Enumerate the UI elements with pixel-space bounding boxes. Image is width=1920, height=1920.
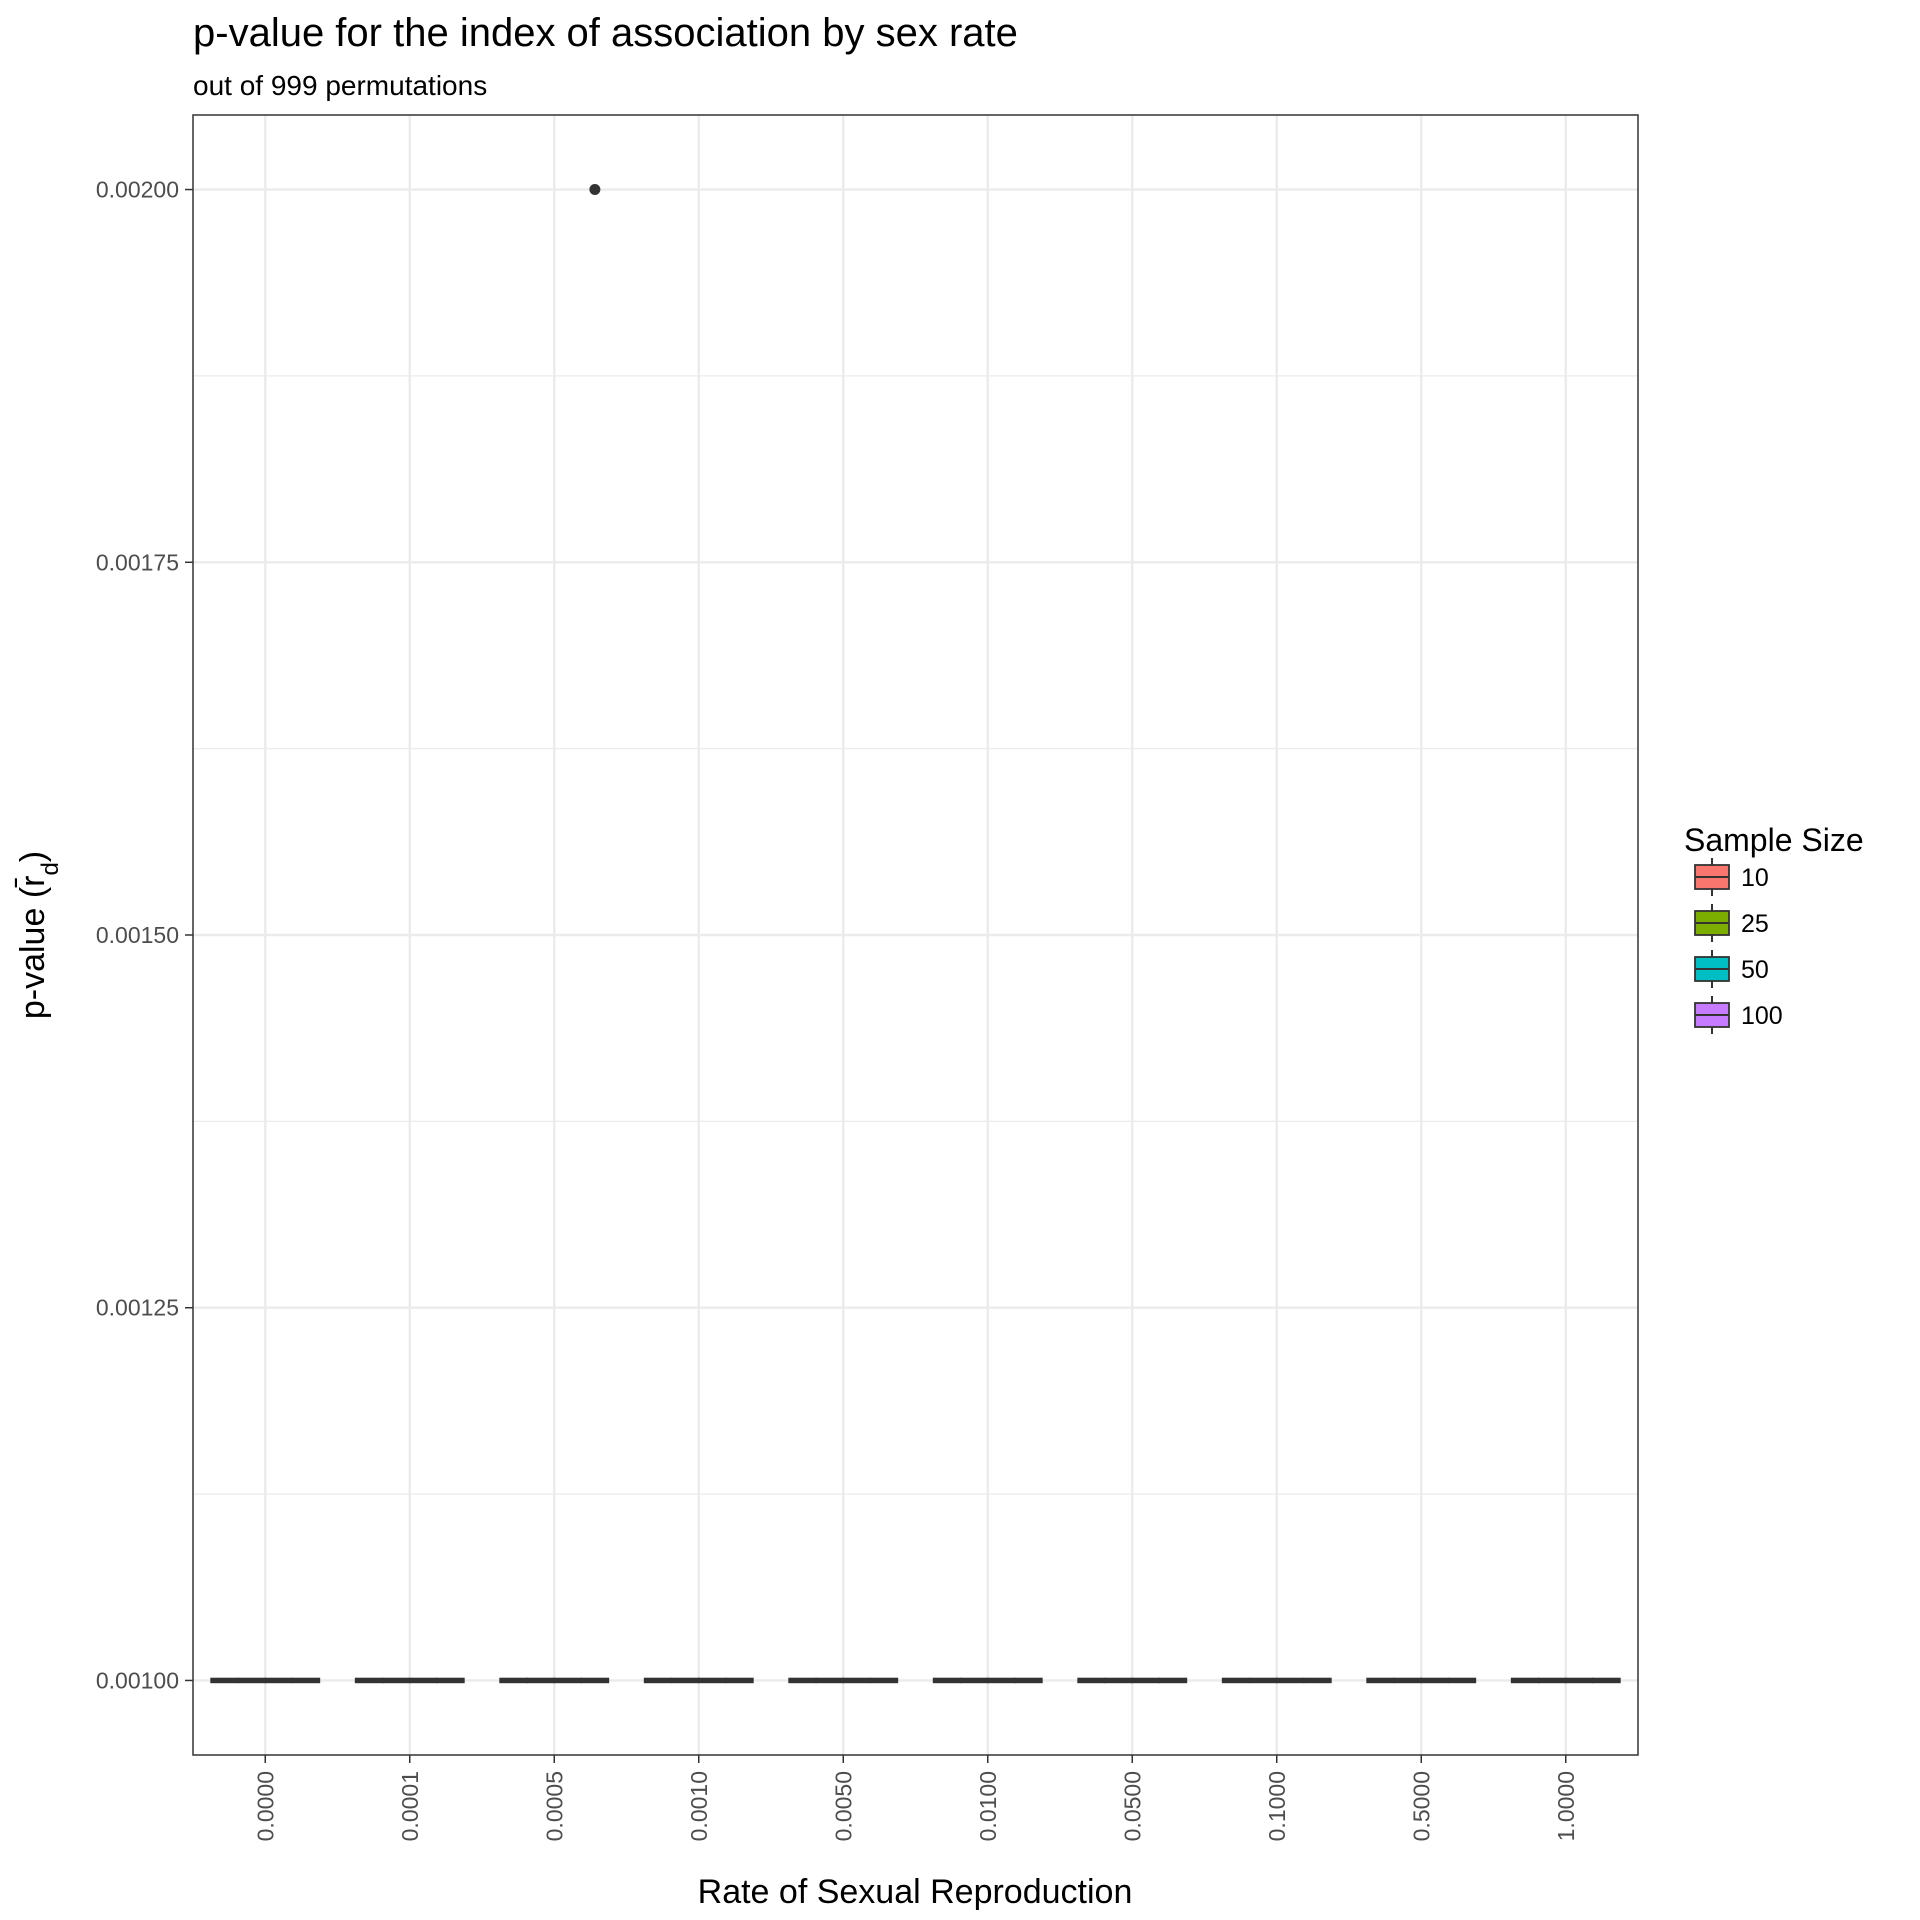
chart-title: p-value for the index of association by …: [193, 11, 1018, 55]
x-tick-label: 0.0000: [252, 1771, 278, 1841]
box-series: [210, 1677, 1621, 1684]
x-axis-title: Rate of Sexual Reproduction: [698, 1873, 1133, 1911]
legend-label: 100: [1741, 1002, 1783, 1030]
legend-item-50: 50: [1694, 950, 1769, 988]
major-gridlines: [193, 115, 1638, 1755]
minor-gridlines: [193, 375, 1638, 1495]
legend-label: 50: [1741, 956, 1769, 984]
y-axis: 0.00100 0.00125 0.00150 0.00175 0.00200: [96, 177, 193, 1693]
legend-item-25: 25: [1694, 904, 1769, 942]
x-axis: 0.0000 0.0001 0.0005 0.0010 0.0050 0.0100 0.05…: [252, 1755, 1579, 1841]
y-tick-label: 0.00150: [96, 922, 179, 948]
chart-subtitle: out of 999 permutations: [193, 70, 487, 101]
y-axis-title-symbol: r̄: [14, 876, 52, 888]
outlier-points: [589, 184, 601, 196]
legend-label: 10: [1741, 864, 1769, 892]
y-axis-title-close: ): [14, 851, 52, 862]
y-axis-title-main: p-value (: [14, 886, 52, 1019]
x-tick-label: 0.0500: [1119, 1771, 1145, 1841]
y-axis-title: p-value (r̄d): [14, 851, 64, 1019]
y-axis-title-subscript: d: [37, 862, 64, 875]
y-tick-label: 0.00200: [96, 177, 179, 203]
x-tick-label: 0.1000: [1264, 1771, 1290, 1841]
x-tick-label: 0.0100: [975, 1771, 1001, 1841]
x-tick-label: 1.0000: [1553, 1771, 1579, 1841]
legend-item-10: 10: [1694, 858, 1769, 896]
legend-label: 25: [1741, 910, 1769, 938]
legend-items: 10 25 50 100: [1694, 858, 1783, 1034]
plot-panel: [192, 114, 1639, 1756]
x-tick-label: 0.0005: [541, 1771, 567, 1841]
y-tick-label: 0.00100: [96, 1667, 179, 1693]
x-tick-label: 0.5000: [1408, 1771, 1434, 1841]
y-tick-label: 0.00175: [96, 549, 179, 575]
legend-title: Sample Size: [1684, 822, 1864, 858]
outlier-point: [589, 184, 601, 196]
legend-item-100: 100: [1694, 996, 1783, 1034]
y-tick-label: 0.00125: [96, 1295, 179, 1321]
x-tick-label: 0.0010: [686, 1771, 712, 1841]
x-tick-label: 0.0001: [397, 1771, 423, 1841]
x-tick-label: 0.0050: [830, 1771, 856, 1841]
legend: Sample Size 10 25 50 100: [1684, 822, 1864, 1034]
